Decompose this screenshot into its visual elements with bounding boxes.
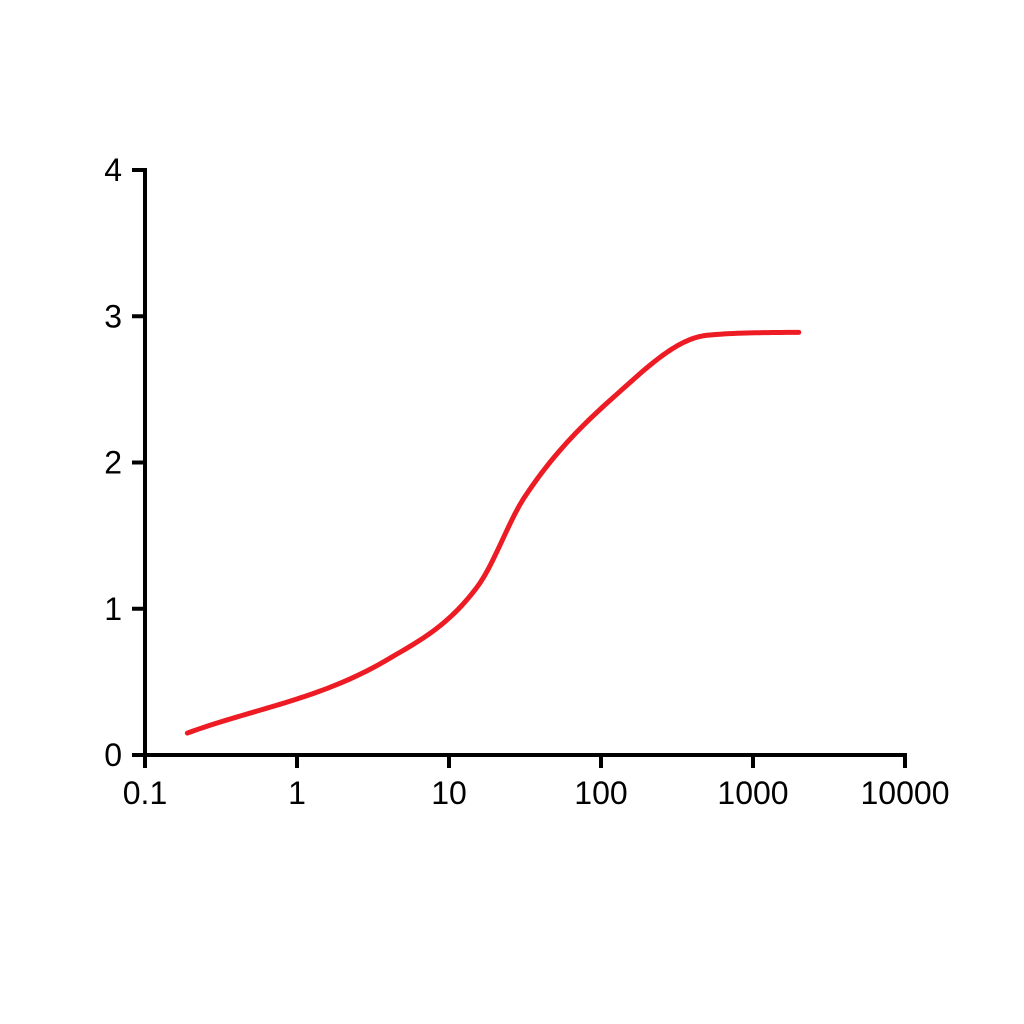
x-tick-label: 100 (574, 775, 627, 811)
x-tick-label: 1 (288, 775, 306, 811)
y-tick-label: 2 (104, 445, 122, 481)
x-tick-label: 10 (431, 775, 467, 811)
fit-curve-layer (184, 329, 802, 736)
x-tick-label: 10000 (861, 775, 950, 811)
y-tick-label: 3 (104, 298, 122, 334)
x-tick-label: 1000 (717, 775, 788, 811)
y-tick-label: 0 (104, 737, 122, 773)
y-tick-label: 4 (104, 152, 122, 188)
x-tick-label: 0.1 (123, 775, 167, 811)
y-tick-label: 1 (104, 591, 122, 627)
ticks-layer (132, 168, 907, 768)
axes-layer (143, 168, 907, 757)
tick-labels-layer: 0.1 1 10 100 1000 10000 0 1 2 3 4 (104, 152, 949, 811)
fit-curve (184, 329, 802, 736)
